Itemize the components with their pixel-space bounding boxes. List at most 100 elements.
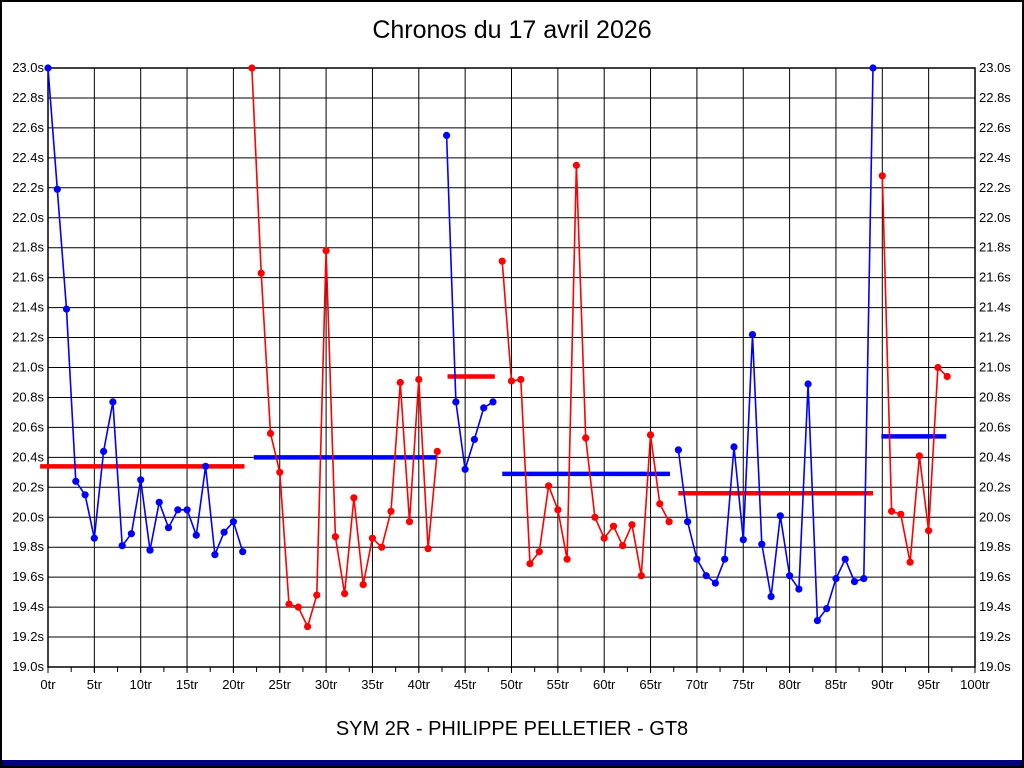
session-1-blue-data-point <box>127 530 135 538</box>
y-tick-label-left: 20.6s <box>12 419 44 434</box>
session-5-blue-data-point <box>786 572 794 580</box>
session-4-red-data-point <box>507 377 516 385</box>
session-5-blue-data-point <box>850 578 859 586</box>
y-tick-label-right: 20.2s <box>979 479 1011 494</box>
session-2-red-data-point <box>396 378 404 387</box>
y-tick-label-left: 23.0s <box>12 60 44 75</box>
session-5-blue-data-point <box>813 617 822 625</box>
session-2-red-data-point <box>276 468 284 476</box>
session-2-red-data-point <box>415 375 423 384</box>
y-tick-label-right: 19.8s <box>979 539 1011 554</box>
session-2-red-data-point <box>387 507 395 515</box>
session-4-red-data-point <box>600 534 608 542</box>
session-1-blue-data-point <box>53 185 61 193</box>
y-tick-label-left: 19.8s <box>12 539 44 554</box>
session-4-red-data-point <box>637 572 645 580</box>
y-tick-label-right: 22.2s <box>979 180 1011 195</box>
y-tick-label-right: 21.2s <box>979 330 1011 345</box>
session-5-blue-data-point <box>823 605 831 613</box>
session-1-blue-data-point <box>239 548 247 556</box>
x-tick-label: 20tr <box>222 677 245 692</box>
session-1-blue-data-point <box>118 542 126 550</box>
session-5-blue-data-point <box>739 536 747 544</box>
session-6-red-data-point <box>915 452 924 460</box>
session-5-blue-data-point <box>767 593 775 601</box>
session-6-red-data-point <box>943 372 951 381</box>
x-tick-label: 75tr <box>732 677 755 692</box>
session-1-blue-data-point <box>109 398 117 406</box>
session-6-red-data-point <box>906 558 914 566</box>
session-2-red-data-point <box>424 545 432 553</box>
session-5-blue-data-point <box>841 555 849 563</box>
chart-title: Chronos du 17 avril 2026 <box>372 16 652 44</box>
y-tick-label-left: 21.0s <box>12 360 44 375</box>
session-2-red-data-point <box>405 518 414 526</box>
x-tick-label: 65tr <box>639 677 662 692</box>
y-tick-label-right: 22.0s <box>979 210 1011 225</box>
session-2-red-data-point <box>285 600 293 608</box>
y-tick-label-right: 19.4s <box>979 599 1011 614</box>
x-tick-label: 30tr <box>315 677 338 692</box>
session-4-red-data-point <box>628 521 636 529</box>
session-2-red-data-point <box>322 247 330 255</box>
y-tick-label-left: 21.4s <box>12 300 44 315</box>
y-tick-label-left: 19.0s <box>12 659 44 674</box>
x-tick-label: 0tr <box>40 677 56 692</box>
plot-frame <box>47 67 976 668</box>
y-tick-label-left: 22.4s <box>12 150 44 165</box>
session-2-red-data-point <box>359 581 367 589</box>
y-tick-label-left: 21.2s <box>12 330 44 345</box>
session-4-red-data-point <box>572 161 581 169</box>
session-3-blue-data-point <box>480 404 488 412</box>
y-tick-label-left: 22.0s <box>12 210 44 225</box>
y-tick-label-right: 22.4s <box>979 150 1011 165</box>
session-1-blue-data-point <box>164 524 173 532</box>
session-1-blue-data-point <box>202 462 210 470</box>
y-tick-label-right: 22.6s <box>979 120 1011 135</box>
x-tick-label: 85tr <box>825 677 848 692</box>
y-tick-label-left: 22.6s <box>12 120 44 135</box>
session-5-blue-data-point <box>674 446 683 454</box>
session-6-red-data-point <box>934 363 942 372</box>
y-tick-label-left: 19.6s <box>12 569 44 584</box>
session-2-red-data-point <box>294 603 302 611</box>
session-1-blue-data-point <box>72 477 80 485</box>
session-2-red-data-point <box>433 447 441 455</box>
x-tick-label: 55tr <box>547 677 570 692</box>
session-2-red-data-point <box>350 494 358 502</box>
session-4-red-data-point <box>665 518 673 526</box>
driver-footer: SYM 2R - PHILIPPE PELLETIER - GT8 <box>335 718 689 740</box>
x-tick-label: 80tr <box>778 677 801 692</box>
session-4-red-data-point <box>582 434 590 442</box>
session-1-blue-data-point <box>192 531 200 539</box>
session-1-blue-data-point <box>90 534 98 542</box>
session-4-red-data-point <box>591 513 599 521</box>
session-3-blue-data-point <box>461 465 469 473</box>
x-tick-label: 5tr <box>87 677 103 692</box>
session-1-blue-data-point <box>62 305 71 313</box>
session-5-blue-data-point <box>795 585 803 593</box>
session-4-red-data-point <box>526 560 534 568</box>
y-tick-label-left: 20.0s <box>12 509 44 524</box>
session-2-red-data-point <box>341 590 349 598</box>
y-tick-label-right: 21.8s <box>979 240 1011 255</box>
session-1-blue-data-point <box>81 491 89 499</box>
y-tick-label-right: 20.4s <box>979 449 1011 464</box>
session-5-blue-data-point <box>776 512 784 520</box>
x-tick-label: 100tr <box>960 677 990 692</box>
session-5-blue-data-point <box>758 540 766 548</box>
session-1-blue-data-point <box>137 476 145 484</box>
session-2-red-data-point <box>257 269 265 277</box>
session-5-blue-data-point <box>693 555 701 563</box>
session-5-blue-data-point <box>684 518 692 526</box>
session-2-red-data-point <box>304 623 312 631</box>
y-tick-label-right: 19.2s <box>979 629 1011 644</box>
session-2-red-data-point <box>378 543 386 551</box>
session-4-red-data-point <box>554 506 562 514</box>
session-1-blue-data-point <box>220 528 228 536</box>
session-1-blue-data-point <box>155 498 163 506</box>
session-2-red-data-point <box>248 64 256 72</box>
y-tick-label-left: 21.8s <box>12 240 44 255</box>
